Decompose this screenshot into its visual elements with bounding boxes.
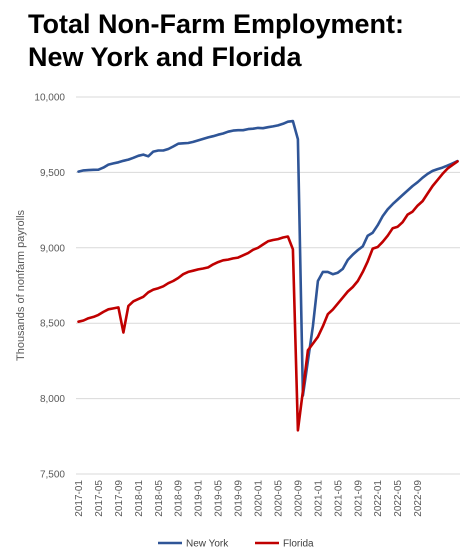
x-tick-label: 2021-09 [353,480,364,517]
legend: New York Florida [158,539,314,550]
x-tick-label: 2019-01 [194,480,205,517]
x-tick-label: 2018-01 [134,480,145,517]
legend-label: New York [186,539,229,550]
x-tick-label: 2020-09 [293,480,304,517]
x-axis-ticks: 2017-01 2017-05 2017-09 2018-01 2018-05 2018-… [74,480,424,517]
y-tick-label: 7,500 [40,470,65,481]
x-tick-label: 2022-09 [413,480,424,517]
chart-title: Total Non-Farm Employment: New York and … [28,8,404,74]
chart-title-line-2: New York and Florida [28,42,302,72]
x-tick-label: 2018-09 [174,480,185,517]
x-tick-label: 2021-05 [333,480,344,517]
y-tick-label: 9,000 [40,243,65,254]
x-tick-label: 2021-01 [313,480,324,517]
x-tick-label: 2017-05 [94,480,105,517]
y-axis-ticks: 7,500 8,000 8,500 9,000 9,500 10,000 [34,93,65,481]
x-tick-label: 2017-01 [74,480,85,517]
gridlines [76,96,460,400]
series-line-new-york [77,119,459,397]
y-axis-label: Thousands of nonfarm payrolls [15,209,27,361]
series-line-florida [77,160,459,432]
x-tick-label: 2020-01 [254,480,265,517]
chart-title-line-1: Total Non-Farm Employment: [28,9,405,39]
x-tick-label: 2022-01 [373,480,384,517]
x-tick-label: 2020-05 [273,480,284,517]
x-tick-label: 2022-05 [393,480,404,517]
x-tick-label: 2017-09 [114,480,125,517]
legend-label: Florida [283,539,314,550]
series-lines [77,119,459,432]
y-tick-label: 9,500 [40,168,65,179]
x-tick-label: 2018-05 [154,480,165,517]
x-tick-label: 2019-09 [234,480,245,517]
y-tick-label: 8,500 [40,319,65,330]
x-tick-label: 2019-05 [214,480,225,517]
y-tick-label: 10,000 [34,93,65,104]
y-tick-label: 8,000 [40,394,65,405]
